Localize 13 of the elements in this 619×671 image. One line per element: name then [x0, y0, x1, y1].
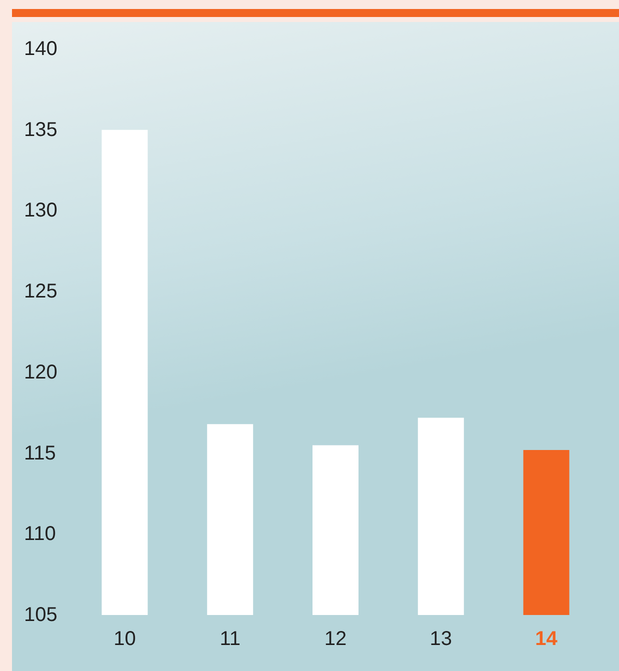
x-tick-label: 10 — [114, 628, 136, 650]
x-tick-label: 11 — [220, 628, 240, 650]
y-tick-label: 110 — [24, 523, 56, 546]
y-tick-label: 115 — [24, 442, 56, 464]
y-tick-label: 105 — [24, 604, 58, 626]
y-tick-label: 120 — [24, 361, 58, 384]
y-tick-label: 135 — [24, 118, 58, 141]
y-tick-label: 140 — [24, 38, 58, 60]
x-tick-label: 13 — [430, 628, 452, 650]
x-tick-label: 12 — [324, 628, 347, 650]
y-tick-label: 130 — [24, 200, 58, 222]
y-tick-label: 125 — [24, 280, 58, 303]
x-tick-label: 14 — [535, 628, 558, 650]
